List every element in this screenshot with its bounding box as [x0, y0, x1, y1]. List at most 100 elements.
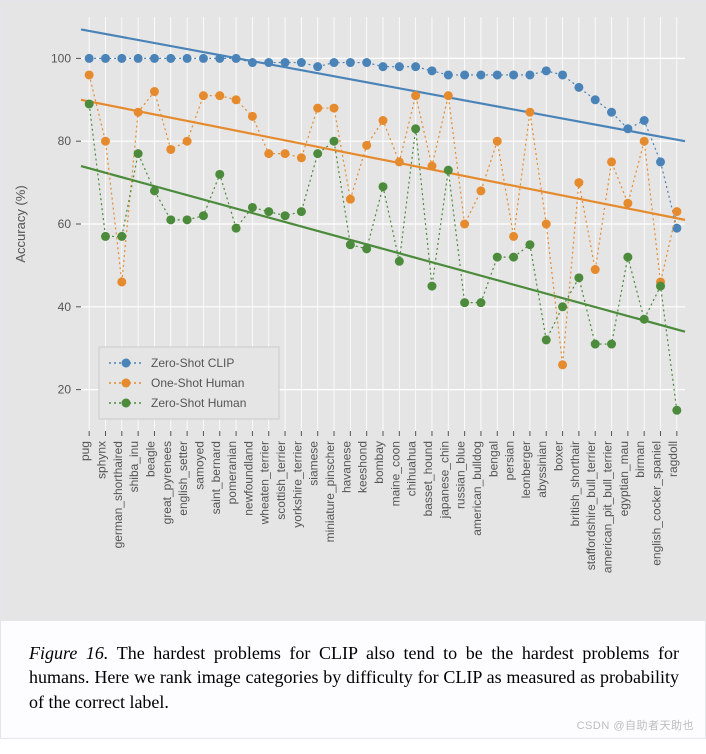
data-point [672, 224, 681, 233]
ytick-label: 80 [58, 134, 72, 148]
data-point [591, 95, 600, 104]
category-label: sphynx [94, 441, 108, 479]
data-point [330, 137, 339, 146]
data-point [281, 149, 290, 158]
data-point [640, 137, 649, 146]
data-point [330, 58, 339, 67]
data-point [215, 54, 224, 63]
data-point [134, 54, 143, 63]
data-point [460, 70, 469, 79]
data-point [232, 224, 241, 233]
data-point [558, 70, 567, 79]
data-point [623, 199, 632, 208]
legend-item: Zero-Shot CLIP [151, 356, 234, 370]
category-label: basset_hound [421, 441, 435, 516]
data-point [117, 232, 126, 241]
category-label: english_cocker_spaniel [650, 441, 664, 566]
category-label: american_bulldog [470, 441, 484, 536]
data-point [411, 124, 420, 133]
category-label: wheaten_terrier [258, 441, 272, 525]
chart: 20406080100pugsphynxgerman_shorthairedsh… [1, 1, 706, 621]
data-point [542, 220, 551, 229]
data-point [232, 54, 241, 63]
ytick-label: 20 [58, 383, 72, 397]
data-point [427, 282, 436, 291]
data-point [166, 145, 175, 154]
caption-label: Figure 16. [29, 643, 108, 663]
data-point [85, 70, 94, 79]
data-point [134, 149, 143, 158]
category-label: british_shorthair [568, 441, 582, 526]
data-point [574, 178, 583, 187]
data-point [85, 99, 94, 108]
category-label: saint_bernard [209, 441, 223, 514]
data-point [574, 273, 583, 282]
data-point [395, 157, 404, 166]
data-point [672, 406, 681, 415]
data-point [395, 257, 404, 266]
data-point [281, 211, 290, 220]
data-point [558, 360, 567, 369]
data-point [379, 116, 388, 125]
category-label: maine_coon [388, 441, 402, 506]
data-point [248, 58, 257, 67]
data-point [183, 137, 192, 146]
y-axis-label: Accuracy (%) [13, 185, 28, 262]
ytick-label: 60 [58, 217, 72, 231]
data-point [297, 58, 306, 67]
category-label: bengal [486, 441, 500, 477]
data-point [264, 58, 273, 67]
category-label: ragdoll [666, 441, 680, 477]
category-label: american_pit_bull_terrier [601, 441, 615, 573]
data-point [607, 108, 616, 117]
data-point [509, 232, 518, 241]
data-point [362, 141, 371, 150]
category-label: beagle [143, 441, 157, 477]
category-label: havanese [339, 441, 353, 493]
data-point [427, 66, 436, 75]
data-point [199, 54, 208, 63]
category-label: staffordshire_bull_terrier [584, 441, 598, 570]
data-point [525, 108, 534, 117]
category-label: leonberger [519, 441, 533, 498]
data-point [476, 70, 485, 79]
data-point [379, 182, 388, 191]
data-point [313, 149, 322, 158]
data-point [232, 95, 241, 104]
category-label: chihuahua [405, 441, 419, 497]
category-label: bombay [372, 441, 386, 484]
data-point [444, 91, 453, 100]
data-point [427, 162, 436, 171]
data-point [656, 157, 665, 166]
data-point [460, 298, 469, 307]
ytick-label: 40 [58, 300, 72, 314]
data-point [525, 70, 534, 79]
data-point [183, 215, 192, 224]
data-point [591, 340, 600, 349]
data-point [640, 315, 649, 324]
category-label: miniature_pinscher [323, 441, 337, 542]
data-point [134, 108, 143, 117]
category-label: abyssinian [535, 441, 549, 498]
data-point [411, 91, 420, 100]
data-point [607, 157, 616, 166]
data-point [623, 253, 632, 262]
data-point [264, 149, 273, 158]
data-point [346, 240, 355, 249]
data-point [215, 170, 224, 179]
data-point [509, 70, 518, 79]
data-point [101, 137, 110, 146]
data-point [395, 62, 404, 71]
data-point [493, 253, 502, 262]
data-point [509, 253, 518, 262]
data-point [411, 62, 420, 71]
data-point [101, 232, 110, 241]
data-point [150, 186, 159, 195]
data-point [281, 58, 290, 67]
data-point [672, 207, 681, 216]
data-point [542, 335, 551, 344]
category-label: great_pyrenees [160, 441, 174, 524]
data-point [623, 124, 632, 133]
data-point [297, 207, 306, 216]
data-point [607, 340, 616, 349]
